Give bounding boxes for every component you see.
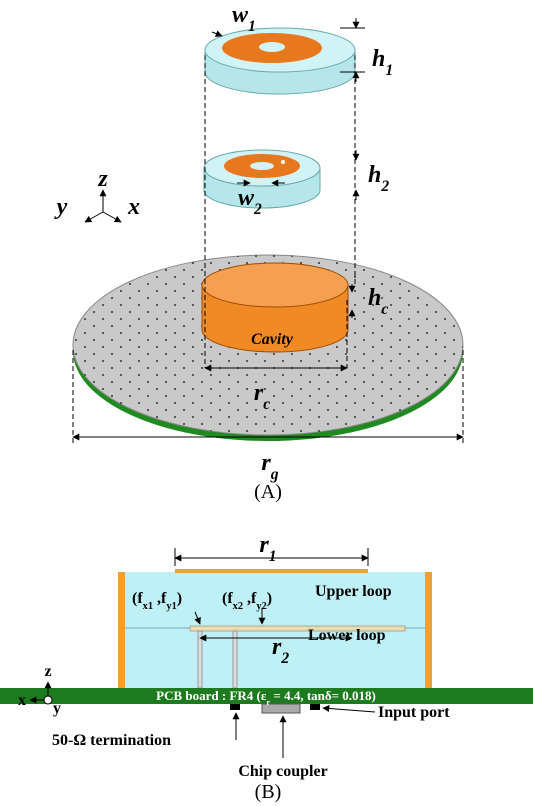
subscript: x2	[233, 601, 243, 612]
text-run: Cavity	[251, 331, 294, 348]
subscript: 2	[380, 178, 389, 195]
label: Upper loop	[315, 583, 392, 600]
label: w1	[232, 2, 256, 35]
subscript: 1	[385, 62, 393, 79]
text-run: w	[238, 185, 255, 211]
text-run: h	[372, 46, 385, 72]
text-run: y	[54, 194, 68, 220]
text-run: Upper loop	[315, 583, 392, 600]
label: y	[54, 194, 68, 220]
panel-b-drawing	[0, 548, 533, 758]
text-run: )	[177, 590, 182, 607]
text-run: Chip coupler	[238, 763, 327, 780]
label: x	[18, 692, 26, 709]
subscript: y2	[256, 601, 266, 612]
text-run: h	[368, 285, 381, 311]
label: (B)	[255, 781, 282, 803]
text-run: ,f	[153, 590, 167, 607]
label: rg	[261, 450, 278, 483]
label: Chip coupler	[238, 763, 327, 780]
text-run: )	[267, 590, 272, 607]
subscript: 1	[248, 18, 256, 35]
text-run: x	[18, 692, 26, 709]
text-run: (B)	[255, 781, 282, 803]
label: z	[97, 166, 108, 192]
subscript: g	[270, 466, 279, 483]
label: PCB board : FR4 (εr = 4.4, tanδ= 0.018)	[156, 688, 376, 707]
text-run: (f	[132, 590, 143, 607]
subscript: 1	[269, 548, 277, 565]
label: h1	[372, 46, 393, 79]
text-run: z	[44, 663, 51, 680]
label: z	[44, 663, 51, 680]
text-run: = 4.4, tanδ= 0.018)	[270, 688, 376, 703]
subscript: 2	[280, 650, 289, 667]
text-run: PCB board : FR4 (	[156, 688, 261, 703]
label: Cavity	[251, 331, 294, 348]
text-run: (f	[222, 590, 233, 607]
text-run: Input port	[378, 704, 450, 721]
text-run: 50-Ω termination	[52, 732, 171, 749]
text-run: x	[127, 194, 140, 220]
label: y	[53, 700, 61, 717]
label: Lower loop	[308, 627, 386, 644]
label: h2	[368, 162, 389, 195]
text-run: h	[368, 162, 381, 188]
label: x	[127, 194, 140, 220]
text-run: w	[232, 2, 249, 28]
label: r1	[259, 532, 276, 565]
panel-a-drawing	[73, 18, 463, 445]
label: (A)	[254, 481, 282, 503]
text-run: (A)	[254, 481, 282, 503]
text-run: z	[97, 166, 108, 192]
subscript: x1	[143, 601, 153, 612]
figure: w1h1h2w2yzxhcCavityrcrg(A)r1(fx1 ,fy1)(f…	[0, 0, 533, 806]
text-run: Lower loop	[308, 627, 386, 644]
subscript: 2	[253, 201, 262, 218]
label: 50-Ω termination	[52, 732, 171, 749]
subscript: c	[263, 396, 270, 413]
subscript: y1	[166, 601, 176, 612]
subscript: c	[381, 301, 388, 318]
label: Input port	[378, 704, 450, 721]
text-run: ,f	[243, 590, 257, 607]
text-run: y	[53, 700, 61, 717]
